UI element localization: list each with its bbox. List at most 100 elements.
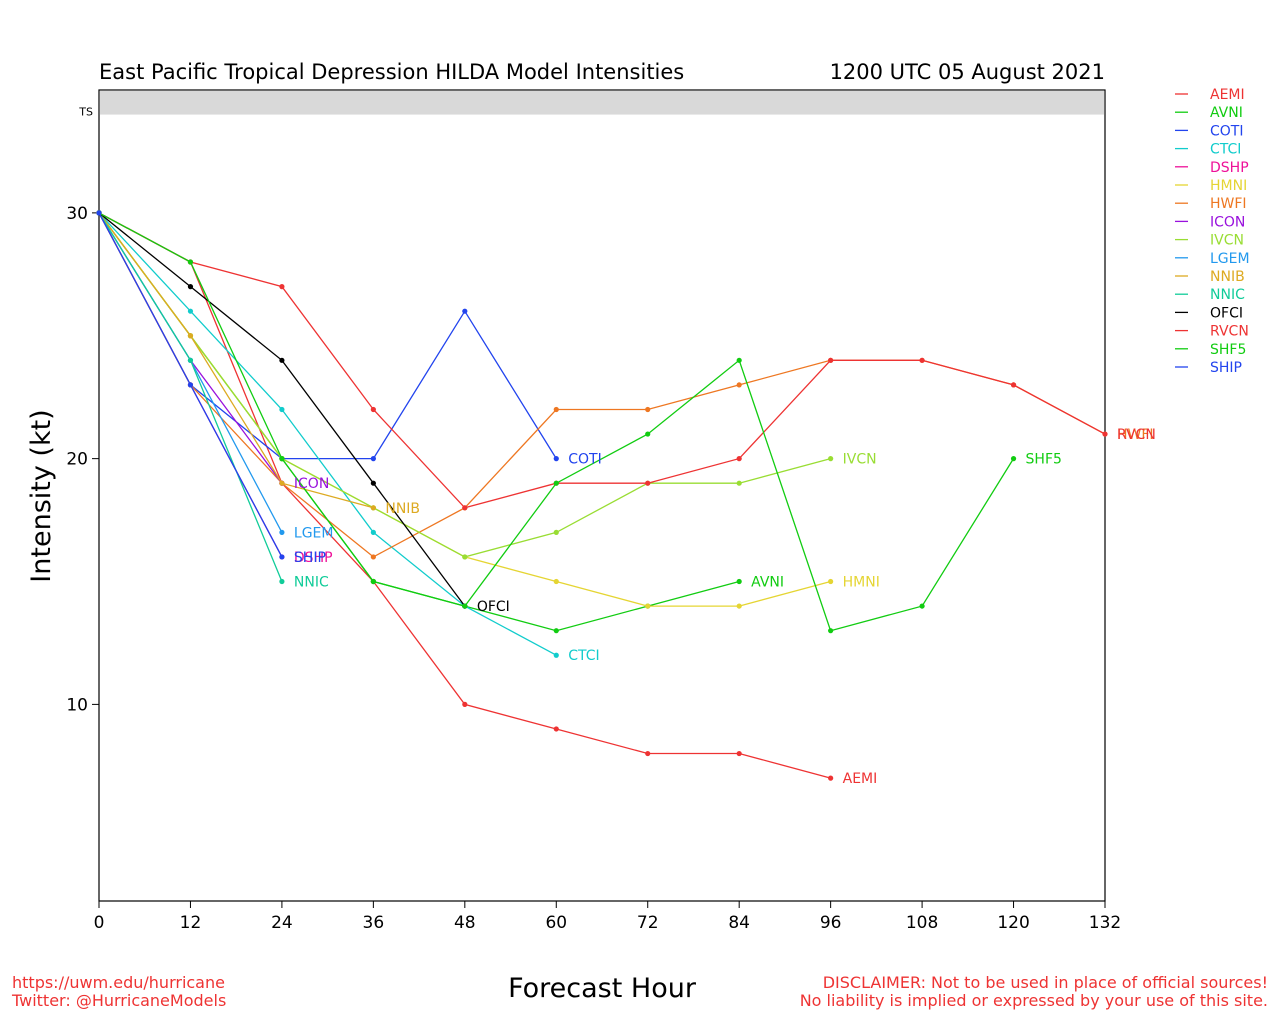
- data-point: [553, 529, 559, 535]
- website-link[interactable]: https://uwm.edu/hurricane: [12, 973, 225, 992]
- end-label-ctci: CTCI: [568, 648, 599, 664]
- data-point: [645, 431, 651, 437]
- legend-item-hwfi: HWFI: [1175, 196, 1247, 212]
- legend-item-aemi: AEMI: [1175, 87, 1245, 103]
- data-point: [828, 357, 834, 363]
- series-line: [98, 212, 740, 632]
- series-icon: [96, 210, 285, 486]
- data-point: [279, 529, 285, 535]
- data-point: [279, 456, 285, 462]
- series-nnic: [96, 210, 285, 585]
- legend-label: ICON: [1210, 214, 1245, 230]
- data-point: [919, 603, 925, 609]
- legend-label: LGEM: [1210, 251, 1250, 267]
- x-tick-label: 48: [454, 913, 476, 933]
- series-line: [98, 212, 283, 582]
- legend-item-nnib: NNIB: [1175, 269, 1245, 285]
- legend-label: OFCI: [1210, 305, 1243, 321]
- data-point: [553, 578, 559, 585]
- legend-label: COTI: [1210, 123, 1243, 139]
- data-point: [645, 750, 651, 757]
- y-tick-label: 20: [66, 450, 88, 470]
- data-point: [645, 480, 651, 486]
- chart-title: East Pacific Tropical Depression HILDA M…: [99, 60, 684, 84]
- data-point: [462, 603, 468, 609]
- data-point: [1010, 382, 1017, 388]
- legend-label: SHF5: [1210, 342, 1246, 358]
- data-point: [553, 628, 559, 634]
- ts-band: TS: [78, 90, 1105, 119]
- end-label-lgem: LGEM: [294, 525, 334, 541]
- legend-label: AEMI: [1210, 87, 1245, 103]
- data-point: [645, 603, 651, 609]
- series-line: [98, 212, 1106, 509]
- y-tick-label: 30: [66, 204, 88, 224]
- disclaimer-line-2: No liability is implied or expressed by …: [799, 991, 1268, 1010]
- data-point: [736, 456, 742, 462]
- data-point: [828, 578, 834, 585]
- end-label-ship: SHIP: [294, 550, 326, 566]
- legend-item-nnic: NNIC: [1175, 287, 1245, 303]
- series-line: [98, 212, 831, 607]
- data-point: [279, 406, 285, 413]
- legend-label: IVCN: [1210, 233, 1244, 249]
- data-point: [279, 357, 285, 363]
- x-axis-label: Forecast Hour: [508, 973, 697, 1004]
- data-point: [553, 406, 559, 413]
- legend-label: SHIP: [1210, 360, 1242, 376]
- axes: 0 12 24 36 48 60 72 84 96 108 120 132 10 20 30: [66, 204, 1121, 933]
- x-tick-label: 132: [1089, 913, 1121, 933]
- legend-item-shf5: SHF5: [1175, 342, 1246, 358]
- x-tick-label: 72: [637, 913, 659, 933]
- legend-item-rvcn: RVCN: [1175, 324, 1249, 340]
- legend-item-hmni: HMNI: [1175, 178, 1247, 194]
- end-label-icon: ICON: [294, 476, 329, 492]
- x-tick-label: 24: [271, 913, 293, 933]
- legend-item-icon: ICON: [1175, 214, 1245, 230]
- data-point: [736, 480, 742, 486]
- end-label-hmni: HMNI: [843, 575, 880, 591]
- legend-item-ship: SHIP: [1175, 360, 1242, 376]
- disclaimer: DISCLAIMER: Not to be used in place of o…: [800, 974, 1268, 1010]
- twitter-handle: Twitter: @HurricaneModels: [12, 991, 227, 1010]
- series-line: [98, 212, 831, 779]
- y-tick-label: 10: [66, 695, 88, 715]
- data-point: [370, 529, 376, 535]
- data-point: [828, 456, 834, 462]
- data-point: [462, 505, 468, 511]
- legend-label: CTCI: [1210, 142, 1241, 158]
- data-point: [736, 603, 742, 609]
- ts-band-label: TS: [78, 106, 93, 119]
- data-point: [1102, 431, 1108, 437]
- plot-frame: [98, 89, 1106, 902]
- series-line: [98, 212, 557, 656]
- legend-item-dshp: DSHP: [1175, 160, 1249, 176]
- end-label-avni: AVNI: [751, 575, 784, 591]
- legend-item-ofci: OFCI: [1175, 305, 1243, 321]
- end-label-coti: COTI: [568, 452, 601, 468]
- data-point: [828, 775, 834, 781]
- data-point: [553, 652, 559, 658]
- series-rvcn: [96, 210, 1108, 511]
- end-label-aemi: AEMI: [843, 771, 878, 787]
- data-point: [187, 308, 194, 314]
- series-line: [98, 212, 374, 509]
- legend-label: NNIC: [1210, 287, 1245, 303]
- series-ship: [96, 210, 285, 560]
- end-labels: AEMI AVNI COTI CTCI DSHP HMNI HWFI ICON IVCN LGEM…: [294, 427, 1156, 787]
- data-point: [462, 308, 468, 314]
- legend: AEMI AVNI COTI CTCI DSHP HMNI HWFI ICON IVCN LGEM…: [1175, 87, 1250, 376]
- legend-label: NNIB: [1210, 269, 1245, 285]
- data-point: [279, 554, 285, 560]
- data-point: [187, 259, 194, 265]
- data-point: [370, 578, 376, 585]
- legend-item-avni: AVNI: [1175, 105, 1243, 121]
- footer-links: https://uwm.edu/hurricane Twitter: @Hurr…: [12, 974, 226, 1010]
- legend-label: AVNI: [1210, 105, 1243, 121]
- data-point: [553, 726, 559, 732]
- ts-band-fill: [99, 90, 1105, 115]
- series-line: [98, 212, 283, 484]
- series-layer: [96, 210, 1108, 781]
- legend-label: RVCN: [1210, 324, 1249, 340]
- x-tick-label: 60: [545, 913, 567, 933]
